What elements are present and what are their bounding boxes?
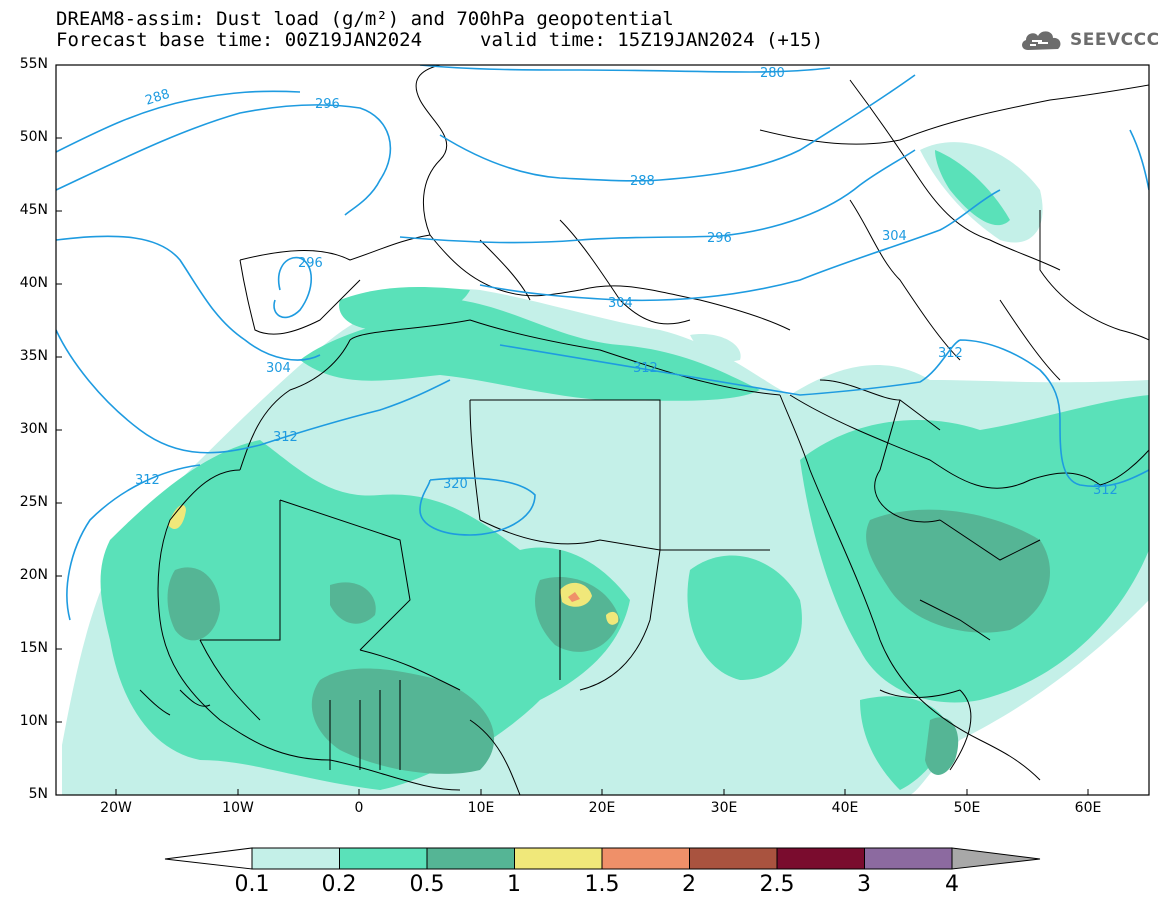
contour-label: 312 (135, 473, 160, 488)
lat-label: 40N (19, 275, 48, 291)
lat-label: 45N (19, 202, 48, 218)
lat-label: 55N (19, 56, 48, 72)
axis-ticks (56, 64, 1089, 795)
lon-label: 10W (222, 800, 254, 816)
colorbar-label: 2 (682, 872, 696, 897)
dust-load-shading (62, 142, 1149, 795)
contour-label: 312 (938, 346, 963, 361)
lat-label: 25N (19, 494, 48, 510)
colorbar-under-arrow (164, 847, 253, 870)
contour-label-group: 288 296 280 288 296 304 296 304 304 312 … (135, 66, 1118, 498)
geopotential-contours (56, 65, 1149, 621)
lon-label: 60E (1074, 800, 1102, 816)
colorbar-label: 2.5 (759, 872, 795, 897)
contour-label: 296 (298, 256, 323, 271)
colorbar-swatch (251, 847, 340, 870)
contour-label: 312 (633, 361, 658, 376)
lon-label: 30E (710, 800, 738, 816)
contour-label: 296 (315, 97, 340, 112)
colorbar-swatch (864, 847, 953, 870)
colorbar-swatch (426, 847, 515, 870)
contour-label: 312 (1093, 483, 1118, 498)
seevccc-logo: SEEVCCC (1018, 26, 1160, 54)
lon-label: 40E (831, 800, 859, 816)
lon-label: 50E (953, 800, 981, 816)
contour-label: 288 (143, 87, 171, 109)
colorbar-swatch (601, 847, 690, 870)
coastlines-borders (139, 65, 1149, 795)
forecast-base-time: Forecast base time: 00Z19JAN2024 (56, 29, 423, 51)
lon-label: 20E (588, 800, 616, 816)
cloud-icon (1022, 31, 1061, 50)
lon-label: 0 (354, 800, 364, 816)
contour-label: 304 (608, 296, 633, 311)
colorbar-label: 1.5 (584, 872, 620, 897)
lon-label: 10E (467, 800, 495, 816)
lat-label: 10N (19, 713, 48, 729)
colorbar-swatch (514, 847, 603, 870)
colorbar-label: 1 (507, 872, 521, 897)
colorbar-label: 4 (945, 872, 959, 897)
colorbar-label: 0.5 (409, 872, 445, 897)
contour-label: 304 (266, 361, 291, 376)
contour-label: 320 (443, 477, 468, 492)
colorbar-label: 3 (857, 872, 871, 897)
lat-label: 50N (19, 129, 48, 145)
logo-text: SEEVCCC (1070, 30, 1160, 50)
lat-label: 30N (19, 421, 48, 437)
contour-label: 288 (630, 174, 655, 189)
dust-layer-0.5 (167, 509, 1050, 775)
contour-label: 280 (760, 66, 785, 81)
lat-label: 35N (19, 348, 48, 364)
lon-label: 20W (100, 800, 132, 816)
colorbar-label: 0.1 (234, 872, 270, 897)
colorbar-swatch (339, 847, 428, 870)
contour-label: 312 (273, 430, 298, 445)
colorbar-swatch (689, 847, 778, 870)
map-title: DREAM8-assim: Dust load (g/m²) and 700hP… (56, 8, 674, 30)
colorbar-over-arrow (951, 847, 1041, 870)
lat-label: 20N (19, 567, 48, 583)
contour-label: 296 (707, 231, 732, 246)
valid-time: valid time: 15Z19JAN2024 (+15) (480, 29, 824, 51)
lat-label: 15N (19, 640, 48, 656)
contour-label: 304 (882, 229, 907, 244)
colorbar-swatch (776, 847, 865, 870)
colorbar-label: 0.2 (321, 872, 357, 897)
lat-label: 5N (28, 786, 48, 802)
colorbar (164, 847, 1041, 870)
dust-layer-1.5 (568, 592, 580, 602)
